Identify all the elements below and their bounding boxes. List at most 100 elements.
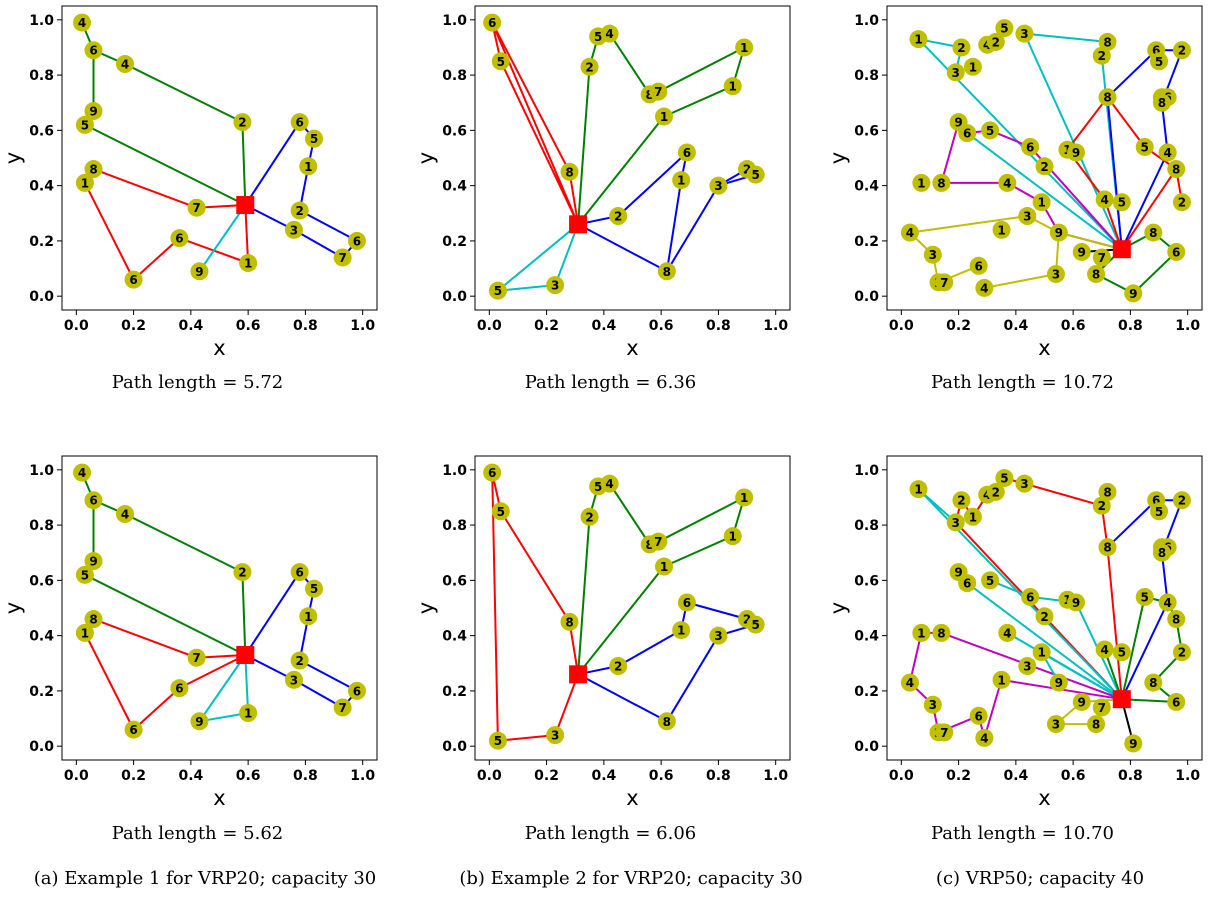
customer-node (290, 563, 309, 582)
customer-node (1098, 32, 1117, 51)
customer-node-label: 8 (1172, 613, 1180, 627)
x-axis-label: x (1038, 786, 1050, 810)
customer-node-label: 9 (1055, 676, 1063, 690)
customer-node-label: 3 (929, 698, 937, 712)
customer-node-label: 5 (751, 618, 759, 632)
customer-node-label: 8 (937, 626, 945, 640)
customer-node-label: 3 (952, 66, 960, 80)
y-tick-label: 0.8 (854, 68, 879, 84)
path-length-caption: Path length = 5.72 (112, 372, 284, 393)
customer-node (1098, 538, 1117, 557)
customer-node-label: 5 (310, 132, 318, 146)
route-line (198, 204, 247, 272)
customer-node (958, 574, 977, 593)
depot-marker (1112, 690, 1131, 709)
customer-node-label: 1 (740, 491, 748, 505)
customer-node-label: 5 (1155, 55, 1163, 69)
customer-node-label: 7 (1098, 701, 1106, 715)
customer-node-label: 9 (1072, 146, 1080, 160)
customer-node-label: 4 (1163, 596, 1171, 610)
customer-node-label: 3 (1023, 660, 1031, 674)
customer-node-label: 7 (338, 701, 346, 715)
customer-node (1172, 491, 1191, 510)
route-panel-4: 0.0 0.2 0.4 0.6 0.8 1.00.00.20.40.60.81.0xy46… (1, 455, 378, 844)
customer-node-label: 1 (660, 560, 668, 574)
customer-node-label: 2 (614, 660, 622, 674)
customer-node-label: 9 (89, 555, 97, 569)
customer-node-label: 2 (992, 35, 1000, 49)
customer-node (1092, 46, 1111, 65)
customer-node-label: 2 (957, 494, 965, 508)
y-tick-label: 0.4 (29, 179, 54, 195)
plot-frame (474, 5, 791, 311)
customer-node (986, 32, 1005, 51)
customer-node (284, 670, 303, 689)
customer-node (992, 670, 1011, 689)
customer-node-label: 3 (1052, 718, 1060, 732)
customer-node (995, 19, 1014, 38)
customer-node (1092, 698, 1111, 717)
y-axis-label: y (414, 152, 438, 164)
customer-node-label: 6 (1152, 494, 1160, 508)
customer-node (1087, 265, 1106, 284)
y-tick-label: 1.0 (442, 463, 467, 479)
customer-node (1021, 587, 1040, 606)
x-axis-label: x (626, 786, 638, 810)
customer-node-label: 2 (1178, 44, 1186, 58)
x-tick-label: 0.4 (591, 768, 616, 784)
x-tick-label: 0.8 (706, 318, 731, 334)
customer-node (952, 491, 971, 510)
x-tick-label: 0.2 (121, 318, 146, 334)
customer-node-label: 8 (1103, 35, 1111, 49)
customer-node (1167, 692, 1186, 711)
route-line (908, 631, 1123, 739)
customer-node-label: 9 (1055, 226, 1063, 240)
depot-marker (569, 215, 588, 234)
customer-node (709, 176, 728, 195)
customer-node-label: 3 (1023, 210, 1031, 224)
customer-node (912, 623, 931, 642)
customer-node-label: 9 (195, 715, 203, 729)
customer-node-label: 1 (997, 223, 1005, 237)
customer-node-label: 5 (986, 574, 994, 588)
customer-node-label: 7 (940, 726, 948, 740)
y-axis-label: y (826, 602, 850, 614)
customer-node-label: 5 (81, 118, 89, 132)
customer-node (124, 720, 143, 739)
customer-node (992, 220, 1011, 239)
customer-node (1032, 643, 1051, 662)
x-tick-label: 0.4 (178, 318, 203, 334)
route-line (198, 654, 250, 723)
path-length-caption: Path length = 6.36 (525, 372, 697, 393)
y-tick-label: 0.8 (854, 518, 879, 534)
customer-node (995, 469, 1014, 488)
customer-node-label: 8 (1149, 676, 1157, 690)
customer-node (1092, 496, 1111, 515)
customer-node-label: 5 (494, 734, 502, 748)
x-tick-label: 0.0 (477, 768, 502, 784)
customer-node (677, 143, 696, 162)
customer-node-label: 1 (1037, 646, 1045, 660)
customer-node-label: 1 (660, 110, 668, 124)
customer-node (735, 38, 754, 57)
customer-node (1098, 482, 1117, 501)
path-length-caption: Path length = 5.62 (112, 823, 284, 844)
customer-node (560, 162, 579, 181)
customer-node-label: 1 (677, 174, 685, 188)
customer-node-label: 1 (729, 530, 737, 544)
customer-node (900, 673, 919, 692)
customer-node (1144, 673, 1163, 692)
x-tick-label: 0.2 (946, 318, 971, 334)
customer-node (657, 712, 676, 731)
customer-node (560, 612, 579, 631)
customer-node (187, 648, 206, 667)
customer-node-label: 5 (1118, 196, 1126, 210)
customer-node-label: 3 (714, 179, 722, 193)
customer-node (1144, 223, 1163, 242)
customer-node-label: 1 (304, 160, 312, 174)
customer-node (1018, 207, 1037, 226)
customer-node-label: 9 (954, 116, 962, 130)
customer-node (1098, 88, 1117, 107)
route-panel-2: 0.0 0.2 0.4 0.6 0.8 1.0 0.0 0.2 0.4 0.6 0.8 1.0 x y 6 5… (414, 5, 791, 393)
